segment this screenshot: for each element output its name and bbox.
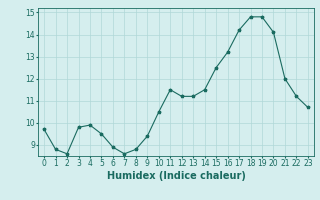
- X-axis label: Humidex (Indice chaleur): Humidex (Indice chaleur): [107, 171, 245, 181]
